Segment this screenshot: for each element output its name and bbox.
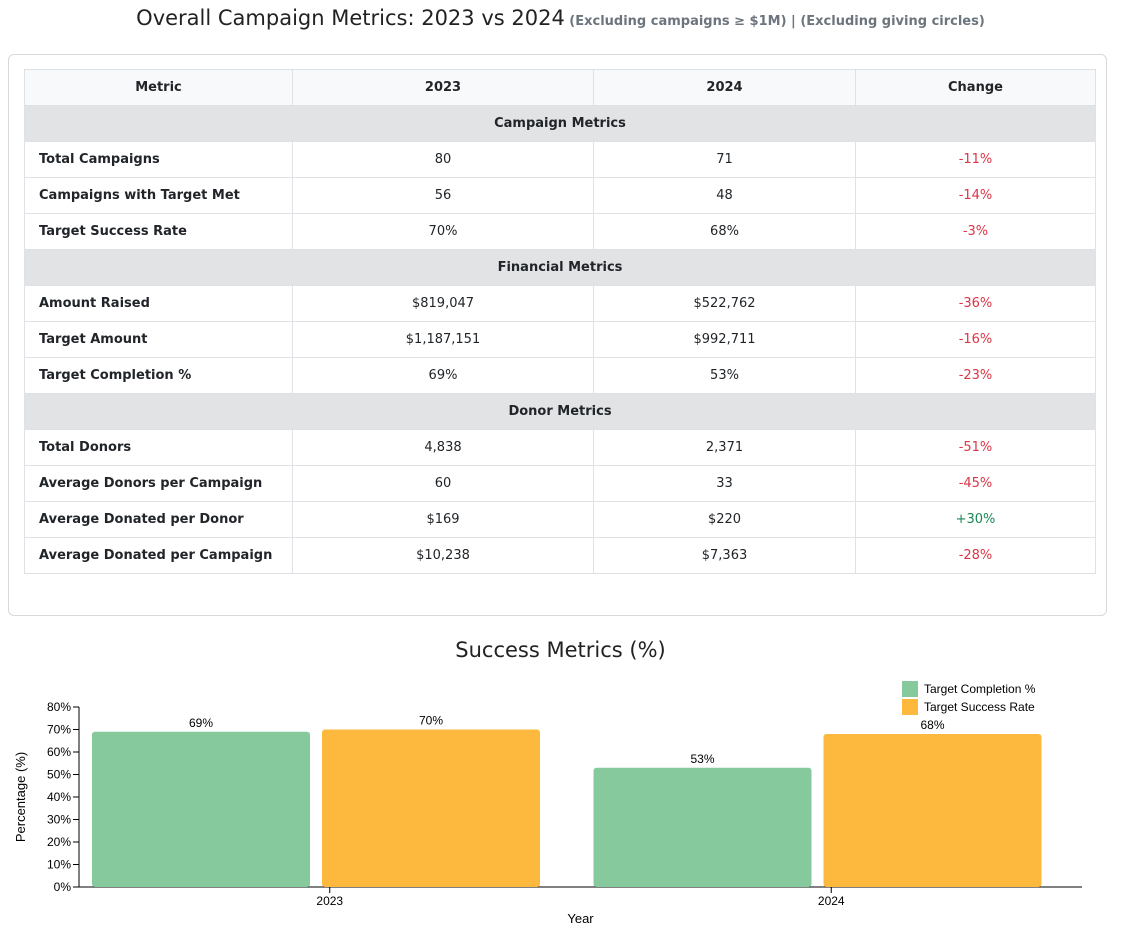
table-row: Average Donated per Campaign $10,238 $7,… <box>24 537 1096 574</box>
value-2023: $819,047 <box>292 285 594 322</box>
value-2024: 48 <box>593 177 856 214</box>
section-row-financial: Financial Metrics <box>24 249 1096 286</box>
value-2023: 80 <box>292 141 594 178</box>
column-header-metric: Metric <box>24 69 293 106</box>
value-2023: $169 <box>292 501 594 538</box>
bar <box>823 734 1042 887</box>
y-tick-label: 0% <box>54 880 72 894</box>
column-header-change: Change <box>855 69 1096 106</box>
change-value: -23% <box>855 357 1096 394</box>
value-2023: 4,838 <box>292 429 594 466</box>
y-tick-label: 70% <box>47 723 71 737</box>
table-row: Amount Raised $819,047 $522,762 -36% <box>24 285 1096 322</box>
section-title: Donor Metrics <box>24 393 1096 430</box>
value-2024: 53% <box>593 357 856 394</box>
data-label: 70% <box>419 714 443 728</box>
metric-name: Average Donors per Campaign <box>24 465 293 502</box>
value-2024: 68% <box>593 213 856 250</box>
value-2024: $220 <box>593 501 856 538</box>
table-row: Target Amount $1,187,151 $992,711 -16% <box>24 321 1096 358</box>
section-title: Campaign Metrics <box>24 105 1096 142</box>
y-tick-label: 10% <box>47 858 71 872</box>
value-2024: 71 <box>593 141 856 178</box>
metric-name: Total Donors <box>24 429 293 466</box>
x-tick-label: 2023 <box>316 894 343 908</box>
y-tick-label: 50% <box>47 768 71 782</box>
table-header-row: Metric 2023 2024 Change <box>24 69 1096 106</box>
y-tick-label: 40% <box>47 790 71 804</box>
value-2023: $1,187,151 <box>292 321 594 358</box>
change-value: +30% <box>855 501 1096 538</box>
change-value: -51% <box>855 429 1096 466</box>
table-row: Average Donors per Campaign 60 33 -45% <box>24 465 1096 502</box>
legend-swatch <box>902 699 918 715</box>
y-tick-label: 60% <box>47 745 71 759</box>
change-value: -3% <box>855 213 1096 250</box>
value-2024: 33 <box>593 465 856 502</box>
y-tick-label: 20% <box>47 835 71 849</box>
metric-name: Amount Raised <box>24 285 293 322</box>
legend-swatch <box>902 681 918 697</box>
column-header-2024: 2024 <box>593 69 856 106</box>
value-2023: 60 <box>292 465 594 502</box>
metrics-card: Metric 2023 2024 Change Campaign Metrics… <box>8 54 1107 616</box>
bar <box>92 731 310 887</box>
x-axis-label: Year <box>567 911 594 926</box>
change-value: -45% <box>855 465 1096 502</box>
value-2024: 2,371 <box>593 429 856 466</box>
change-value: -16% <box>855 321 1096 358</box>
value-2023: 69% <box>292 357 594 394</box>
value-2023: 70% <box>292 213 594 250</box>
success-metrics-chart: 0% 10% 20% 30% 40% 50% 60% 70% 80% Percentage (%)… <box>13 681 1082 926</box>
value-2024: $7,363 <box>593 537 856 574</box>
metrics-table: Metric 2023 2024 Change Campaign Metrics… <box>24 69 1096 574</box>
legend-label: Target Completion % <box>924 682 1036 696</box>
section-row-campaign: Campaign Metrics <box>24 105 1096 142</box>
y-tick-label: 30% <box>47 813 71 827</box>
data-label: 69% <box>189 716 213 730</box>
y-tick-label: 80% <box>47 700 71 714</box>
metric-name: Target Amount <box>24 321 293 358</box>
table-row: Target Completion % 69% 53% -23% <box>24 357 1096 394</box>
table-row: Total Donors 4,838 2,371 -51% <box>24 429 1096 466</box>
page-subtitle: (Excluding campaigns ≥ $1M) | (Excluding… <box>569 14 985 29</box>
data-label: 53% <box>690 752 714 766</box>
metric-name: Average Donated per Donor <box>24 501 293 538</box>
change-value: -36% <box>855 285 1096 322</box>
value-2024: $992,711 <box>593 321 856 358</box>
y-axis-label: Percentage (%) <box>13 752 28 842</box>
chart-title: Success Metrics (%) <box>455 638 666 662</box>
data-label: 68% <box>920 718 944 732</box>
value-2023: 56 <box>292 177 594 214</box>
legend-label: Target Success Rate <box>924 700 1035 714</box>
metric-name: Average Donated per Campaign <box>24 537 293 574</box>
table-row: Target Success Rate 70% 68% -3% <box>24 213 1096 250</box>
section-row-donor: Donor Metrics <box>24 393 1096 430</box>
bar <box>593 767 812 887</box>
section-title: Financial Metrics <box>24 249 1096 286</box>
change-value: -14% <box>855 177 1096 214</box>
bar <box>322 729 540 887</box>
metric-name: Target Success Rate <box>24 213 293 250</box>
column-header-2023: 2023 <box>292 69 594 106</box>
x-tick-label: 2024 <box>818 894 845 908</box>
page-title-block: Overall Campaign Metrics: 2023 vs 2024 (… <box>0 6 1121 30</box>
metric-name: Target Completion % <box>24 357 293 394</box>
page-title: Overall Campaign Metrics: 2023 vs 2024 <box>136 6 565 30</box>
table-row: Average Donated per Donor $169 $220 +30% <box>24 501 1096 538</box>
change-value: -28% <box>855 537 1096 574</box>
change-value: -11% <box>855 141 1096 178</box>
value-2023: $10,238 <box>292 537 594 574</box>
metric-name: Total Campaigns <box>24 141 293 178</box>
value-2024: $522,762 <box>593 285 856 322</box>
table-row: Total Campaigns 80 71 -11% <box>24 141 1096 178</box>
table-row: Campaigns with Target Met 56 48 -14% <box>24 177 1096 214</box>
metric-name: Campaigns with Target Met <box>24 177 293 214</box>
